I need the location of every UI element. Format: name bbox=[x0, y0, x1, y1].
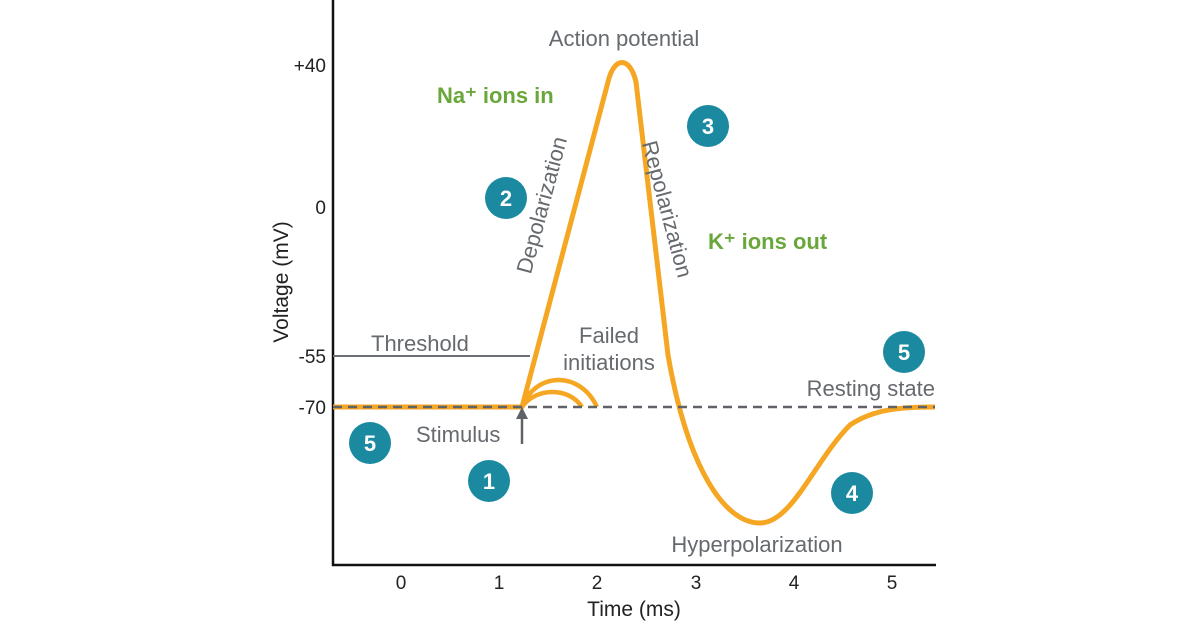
failed-initiation-curve bbox=[520, 389, 584, 409]
na-ions-label: Na⁺ ions in bbox=[437, 83, 554, 108]
y-tick-label: -55 bbox=[299, 347, 326, 368]
x-tick-label: 4 bbox=[789, 573, 800, 594]
y-axis-label: Voltage (mV) bbox=[270, 221, 293, 342]
step-badge-5-return: 5 bbox=[883, 331, 925, 373]
y-tick-label: -70 bbox=[299, 398, 326, 419]
failed-initiations-label: initiations bbox=[563, 350, 655, 375]
action-potential-curve bbox=[333, 60, 936, 526]
k-ions-label: K⁺ ions out bbox=[708, 229, 828, 254]
svg-text:4: 4 bbox=[846, 481, 859, 506]
resting-state-label: Resting state bbox=[807, 376, 935, 401]
repolarization-label: Repolarization bbox=[637, 138, 698, 280]
x-tick-label: 3 bbox=[691, 573, 702, 594]
y-tick-label: 0 bbox=[315, 198, 326, 219]
failed-initiation-curve bbox=[519, 377, 600, 409]
svg-text:5: 5 bbox=[364, 431, 376, 456]
x-tick-label: 2 bbox=[592, 573, 603, 594]
step-badge-2: 2 bbox=[485, 177, 527, 219]
svg-text:5: 5 bbox=[898, 340, 910, 365]
svg-text:1: 1 bbox=[483, 469, 495, 494]
stimulus-arrow-head bbox=[516, 407, 528, 419]
x-tick-label: 5 bbox=[887, 573, 898, 594]
stimulus-label: Stimulus bbox=[416, 422, 500, 447]
svg-text:3: 3 bbox=[702, 114, 714, 139]
x-axis-label: Time (ms) bbox=[587, 598, 681, 621]
x-tick-label: 1 bbox=[494, 573, 505, 594]
threshold-label: Threshold bbox=[371, 331, 469, 356]
hyperpolarization-label: Hyperpolarization bbox=[671, 532, 842, 557]
x-tick-label: 0 bbox=[396, 573, 407, 594]
title: Action potential bbox=[549, 26, 699, 51]
step-badge-3: 3 bbox=[687, 105, 729, 147]
step-badge-4: 4 bbox=[831, 472, 873, 514]
svg-text:2: 2 bbox=[500, 186, 512, 211]
y-tick-label: +40 bbox=[294, 56, 326, 77]
step-badge-5-rest: 5 bbox=[349, 422, 391, 464]
step-badge-1: 1 bbox=[468, 460, 510, 502]
failed-initiations-label: Failed bbox=[579, 323, 639, 348]
